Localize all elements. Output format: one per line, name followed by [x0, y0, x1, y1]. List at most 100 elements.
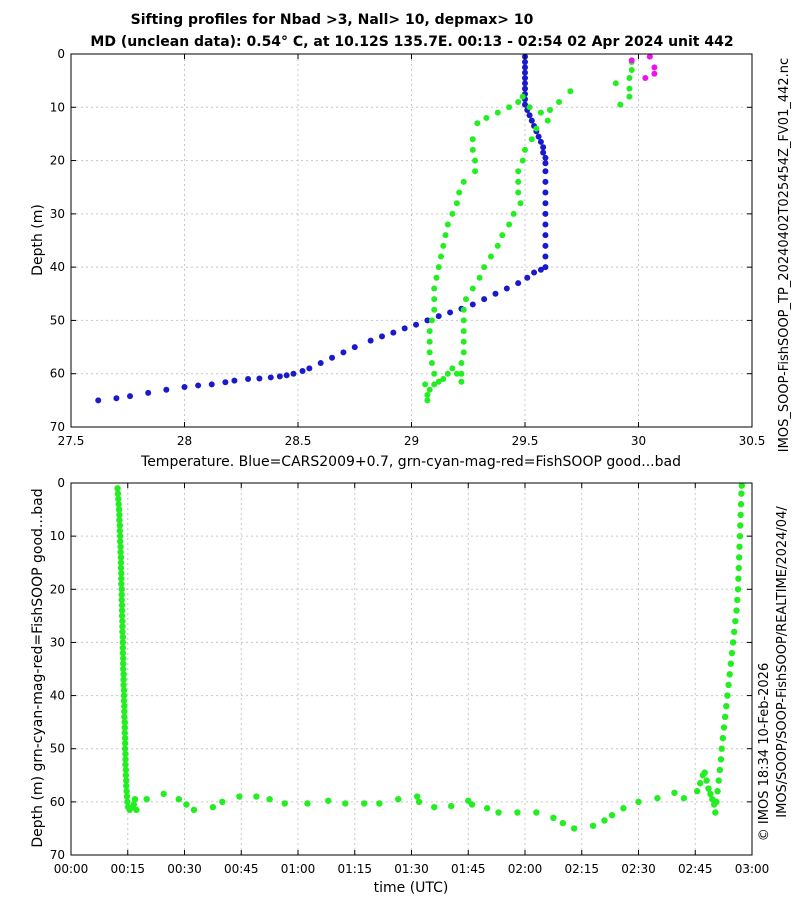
bottom-data-point [123, 793, 131, 800]
top-data-point [424, 397, 431, 404]
bottom-data-point [115, 506, 123, 513]
bottom-data-point [121, 703, 128, 710]
bottom-data-point [281, 800, 288, 807]
bottom-data-point [118, 596, 125, 604]
top-data-point [494, 242, 501, 249]
top-data-point [306, 365, 313, 372]
top-data-point [651, 64, 658, 71]
bottom-data-point [705, 785, 712, 792]
top-x-tick-label: 27.5 [58, 434, 85, 448]
bottom-data-point [734, 596, 741, 604]
bottom-data-point [121, 724, 128, 731]
bottom-data-point [116, 527, 124, 535]
top-data-point [208, 381, 215, 388]
top-data-point [537, 266, 544, 273]
bottom-data-point [118, 612, 126, 620]
bottom-data-point [119, 649, 127, 657]
bottom-x-tick-label: 00:30 [167, 862, 202, 876]
bottom-data-point [733, 607, 740, 614]
top-data-point [628, 66, 635, 73]
top-data-point [435, 378, 442, 385]
bottom-data-point [431, 803, 438, 811]
bottom-data-point [123, 777, 130, 784]
top-y-tick-label: 40 [50, 260, 65, 274]
top-data-point [222, 379, 229, 386]
top-data-point [522, 64, 528, 71]
data-path-vertical: IMOS/SOOP/SOOP-FishSOOP/REALTIME/2024/04… [775, 506, 790, 818]
bottom-data-point [183, 801, 190, 808]
bottom-data-point [735, 564, 742, 572]
top-data-point [533, 125, 540, 132]
top-data-point [431, 370, 438, 377]
top-data-point [453, 370, 460, 377]
top-data-point [458, 378, 465, 385]
bottom-data-point [117, 543, 124, 550]
bottom-data-point [190, 806, 198, 814]
top-data-point [531, 269, 538, 276]
top-data-point [460, 338, 467, 345]
top-y-tick-label: 50 [50, 313, 65, 327]
bottom-data-point [119, 617, 126, 625]
top-data-point [481, 296, 488, 303]
bottom-data-point [738, 482, 745, 489]
bottom-data-point [120, 655, 127, 662]
top-data-point [537, 138, 544, 145]
bottom-data-point [717, 756, 725, 763]
bottom-data-point [120, 697, 128, 705]
bottom-y-tick-label: 70 [50, 848, 65, 862]
top-data-point [469, 146, 476, 153]
top-data-point [628, 57, 635, 64]
top-data-point [522, 85, 528, 92]
bottom-data-point [342, 800, 349, 807]
top-data-point [433, 274, 440, 281]
bottom-data-point [130, 801, 137, 808]
top-data-point [522, 101, 528, 108]
bottom-data-point [727, 660, 735, 667]
bottom-data-point [483, 805, 491, 812]
top-data-point [542, 253, 549, 260]
bottom-data-point [117, 554, 125, 561]
top-data-point [449, 210, 456, 217]
bottom-data-point [116, 517, 123, 524]
bottom-data-point [737, 511, 744, 519]
top-data-point [413, 321, 420, 328]
bottom-data-point [735, 575, 742, 582]
top-data-point [519, 157, 526, 164]
chart-title-line1: Sifting profiles for Nbad >3, Nall> 10, … [131, 12, 534, 28]
bottom-data-point [468, 801, 476, 808]
bottom-data-point [120, 665, 127, 673]
bottom-x-tick-label: 02:45 [678, 862, 713, 876]
top-data-point [426, 338, 433, 345]
top-data-point [546, 106, 553, 113]
top-data-point [426, 328, 433, 335]
bottom-data-point [116, 532, 124, 540]
top-data-point [626, 93, 633, 100]
top-data-point [440, 376, 447, 383]
bottom-data-point [121, 734, 129, 742]
bottom-data-point [118, 586, 125, 593]
top-data-point [526, 112, 533, 119]
top-data-point [469, 285, 476, 292]
bottom-data-point [608, 811, 616, 819]
bottom-data-point [729, 639, 737, 646]
top-data-point [460, 306, 467, 313]
top-data-point [458, 360, 465, 367]
top-data-point [390, 329, 397, 336]
bottom-data-point [728, 649, 736, 657]
bottom-data-point [120, 660, 127, 667]
top-data-point [537, 109, 544, 116]
bottom-data-point [693, 788, 701, 795]
bottom-data-point [361, 800, 368, 807]
bottom-y-tick-label: 30 [50, 635, 65, 649]
top-data-point [522, 74, 528, 81]
top-data-point [195, 382, 202, 389]
bottom-x-tick-label: 01:00 [281, 862, 316, 876]
bottom-y-tick-label: 0 [57, 476, 65, 490]
top-data-point [522, 69, 528, 76]
bottom-data-point [219, 798, 226, 806]
bottom-data-point [559, 819, 567, 827]
top-data-point [517, 200, 524, 207]
bottom-data-point [448, 802, 455, 810]
bottom-data-point [701, 769, 708, 776]
